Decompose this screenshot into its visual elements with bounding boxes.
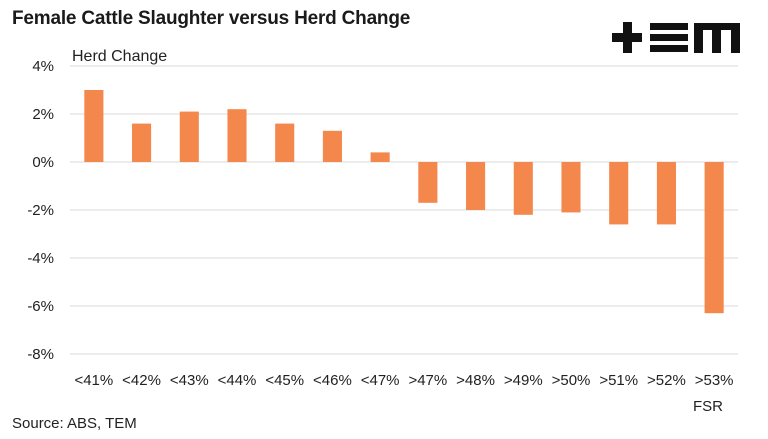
x-tick-label: >47% [408, 372, 447, 389]
x-tick-label: >51% [599, 372, 638, 389]
y-tick-label: -8% [27, 346, 54, 363]
source-note: Source: ABS, TEM [12, 415, 137, 432]
bar [609, 162, 629, 225]
bar [513, 162, 533, 215]
bar [275, 123, 295, 162]
bar [132, 123, 152, 162]
tem-logo-icon [612, 22, 740, 53]
y-tick-label: -2% [27, 202, 54, 219]
bar [418, 162, 438, 203]
x-tick-label: <43% [170, 372, 209, 389]
y-tick-label: 0% [32, 154, 54, 171]
bar [466, 162, 486, 210]
x-tick-label: >49% [504, 372, 543, 389]
tem-logo [612, 22, 740, 59]
y-tick-label: -4% [27, 250, 54, 267]
y-tick-label: 2% [32, 106, 54, 123]
bar [322, 130, 342, 162]
bar [179, 111, 199, 162]
x-tick-label: <47% [361, 372, 400, 389]
x-tick-label: <42% [122, 372, 161, 389]
x-tick-label: >52% [647, 372, 686, 389]
bar [561, 162, 581, 213]
bar [704, 162, 724, 314]
y-tick-label: 4% [32, 58, 54, 75]
x-tick-label: <44% [218, 372, 257, 389]
x-tick-label: <41% [74, 372, 113, 389]
y-tick-label: -6% [27, 298, 54, 315]
bar [370, 152, 390, 162]
x-tick-label: >53% [695, 372, 734, 389]
bar [656, 162, 676, 225]
bar [227, 109, 247, 162]
bar [84, 90, 104, 162]
x-tick-label: <45% [265, 372, 304, 389]
x-tick-label: >50% [552, 372, 591, 389]
x-tick-label: <46% [313, 372, 352, 389]
x-tick-label: >48% [456, 372, 495, 389]
y-axis-label: Herd Change [72, 48, 168, 65]
chart-title: Female Cattle Slaughter versus Herd Chan… [12, 8, 411, 29]
x-axis-label: FSR [693, 398, 723, 415]
